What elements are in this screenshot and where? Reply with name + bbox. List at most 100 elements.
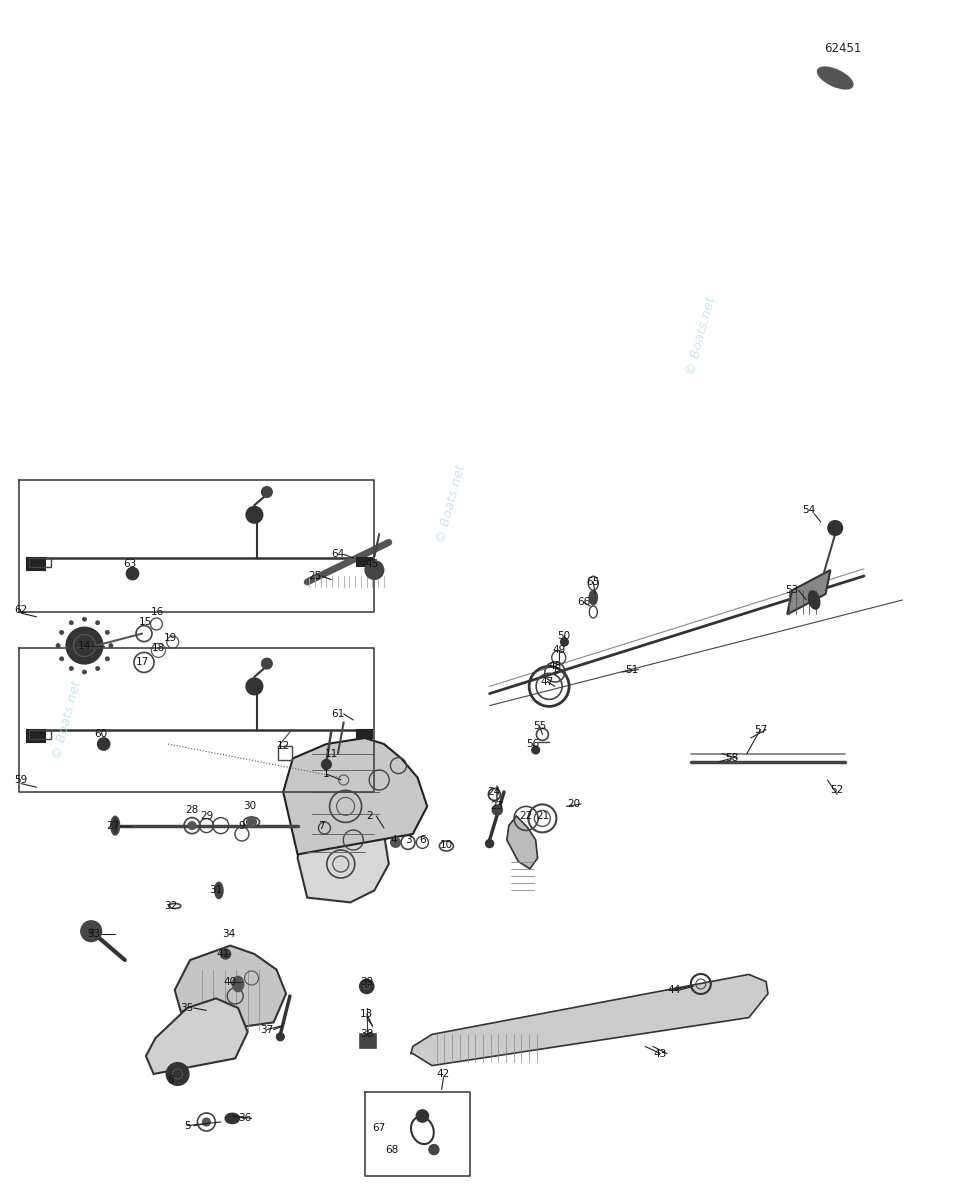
Text: 66: 66: [577, 598, 590, 607]
Bar: [29, 730, 51, 738]
Circle shape: [262, 487, 272, 497]
Text: 65: 65: [587, 577, 600, 587]
Text: 41: 41: [216, 949, 229, 959]
Text: 22: 22: [519, 811, 533, 821]
Circle shape: [391, 838, 400, 847]
Text: 24: 24: [487, 787, 500, 797]
Ellipse shape: [808, 592, 820, 608]
Circle shape: [828, 521, 842, 535]
Circle shape: [322, 760, 331, 769]
Bar: [278, 746, 293, 761]
Ellipse shape: [111, 816, 119, 834]
Text: 37: 37: [260, 1025, 274, 1034]
Text: 43: 43: [654, 1049, 667, 1058]
Text: 29: 29: [200, 811, 213, 821]
Text: 45: 45: [366, 559, 379, 569]
Text: 68: 68: [385, 1145, 398, 1154]
Text: 62: 62: [14, 605, 28, 614]
Text: 32: 32: [164, 901, 178, 911]
Text: 42: 42: [437, 1069, 450, 1079]
Text: 48: 48: [548, 661, 562, 671]
Circle shape: [66, 628, 103, 664]
Circle shape: [486, 840, 493, 847]
Text: 50: 50: [557, 631, 570, 641]
Text: 63: 63: [123, 559, 136, 569]
Text: 28: 28: [185, 805, 199, 815]
Text: 55: 55: [533, 721, 546, 731]
Circle shape: [262, 659, 272, 668]
Text: 9: 9: [239, 821, 245, 830]
Circle shape: [221, 949, 230, 959]
Circle shape: [561, 638, 568, 646]
Text: 19: 19: [164, 634, 178, 643]
Circle shape: [247, 678, 262, 695]
Text: 67: 67: [372, 1123, 386, 1133]
Circle shape: [532, 746, 540, 754]
Circle shape: [82, 922, 101, 941]
Bar: [357, 558, 372, 566]
Ellipse shape: [818, 67, 852, 89]
Circle shape: [360, 979, 373, 994]
Circle shape: [96, 620, 100, 625]
Text: © Boats.net: © Boats.net: [51, 679, 84, 761]
Text: 25: 25: [308, 571, 322, 581]
Text: © Boats.net: © Boats.net: [435, 463, 468, 545]
Circle shape: [56, 643, 60, 648]
Text: 4: 4: [391, 835, 396, 845]
Circle shape: [188, 822, 196, 829]
Text: 21: 21: [536, 811, 549, 821]
Circle shape: [60, 656, 63, 661]
Text: 2: 2: [367, 811, 372, 821]
Text: 44: 44: [667, 985, 681, 995]
Text: 23: 23: [491, 802, 504, 811]
Ellipse shape: [232, 977, 244, 991]
Polygon shape: [283, 738, 427, 854]
Text: 10: 10: [440, 840, 453, 850]
Text: © Boats.net: © Boats.net: [684, 295, 717, 377]
Text: 35: 35: [180, 1003, 194, 1013]
Text: 1: 1: [324, 769, 329, 779]
Circle shape: [69, 620, 73, 625]
Text: 14: 14: [78, 641, 91, 650]
Text: 60: 60: [94, 730, 108, 739]
Circle shape: [96, 666, 100, 671]
Bar: [27, 558, 45, 570]
Bar: [360, 1034, 376, 1049]
Text: 16: 16: [151, 607, 164, 617]
Circle shape: [429, 1145, 439, 1154]
Text: 54: 54: [802, 505, 815, 515]
Text: 53: 53: [785, 586, 799, 595]
Text: 49: 49: [552, 646, 565, 655]
Text: 33: 33: [87, 929, 101, 938]
Text: 57: 57: [754, 725, 767, 734]
Text: 31: 31: [209, 886, 223, 895]
Circle shape: [108, 643, 113, 648]
Text: 12: 12: [276, 742, 290, 751]
Circle shape: [247, 506, 262, 523]
Circle shape: [106, 630, 109, 635]
Text: 39: 39: [360, 977, 373, 986]
Circle shape: [83, 670, 86, 674]
Polygon shape: [411, 974, 768, 1066]
Circle shape: [247, 817, 256, 827]
Circle shape: [492, 805, 502, 815]
Text: 40: 40: [224, 977, 237, 986]
Bar: [357, 730, 372, 738]
Circle shape: [276, 1033, 284, 1040]
Text: 30: 30: [243, 802, 256, 811]
Ellipse shape: [215, 882, 223, 899]
Circle shape: [417, 1110, 428, 1122]
Text: 51: 51: [625, 665, 638, 674]
Text: 64: 64: [331, 550, 345, 559]
Polygon shape: [146, 998, 248, 1074]
Text: 17: 17: [135, 658, 149, 667]
Text: 15: 15: [139, 617, 153, 626]
Circle shape: [98, 738, 109, 750]
Circle shape: [366, 560, 383, 578]
Text: 47: 47: [540, 677, 554, 686]
Circle shape: [83, 617, 86, 622]
Text: 3: 3: [405, 835, 411, 845]
Polygon shape: [787, 570, 830, 614]
Text: 61: 61: [331, 709, 345, 719]
Text: 13: 13: [360, 1009, 373, 1019]
